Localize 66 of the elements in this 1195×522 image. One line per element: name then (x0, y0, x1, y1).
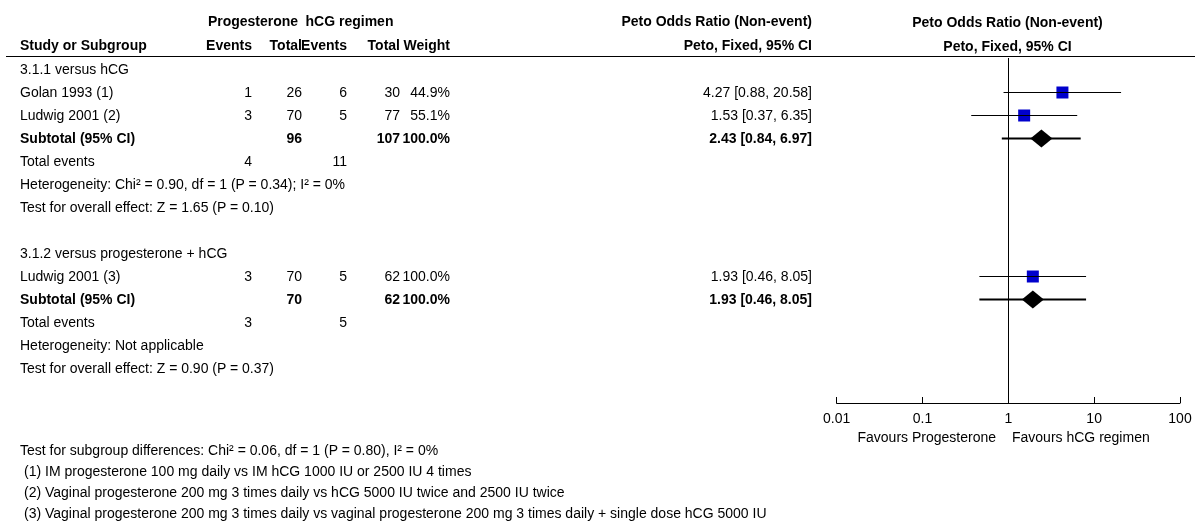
category-label: Heterogeneity: Not applicable (20, 337, 204, 353)
text: 3 (244, 314, 252, 330)
text: Study or Subgroup (20, 36, 147, 55)
text: 30 (384, 84, 400, 100)
text: 3 (244, 107, 252, 123)
text: 1.93 [0.46, 8.05] (709, 291, 812, 307)
x-tick-label: 10 (1086, 410, 1103, 426)
category-label: Heterogeneity: Chi² = 0.90, df = 1 (P = 0.34); I² = 0% (20, 176, 346, 192)
text: Test for subgroup differences: Chi² = 0.06, df = 1 (P = 0.80), I² = 0% (20, 441, 439, 460)
category-label: Peto, Fixed, 95% CI (683, 36, 812, 55)
text: 100.0% (402, 268, 450, 284)
text: 26 (286, 84, 302, 100)
chart-title: Peto Odds Ratio (Non-event) (912, 14, 1103, 30)
text: 62 (384, 291, 400, 307)
text: 96 (286, 130, 302, 146)
category-label: Test for overall effect: Z = 0.90 (P = 0.37) (20, 360, 274, 376)
text: Favours hCG regimen (1012, 429, 1150, 445)
text: Progesterone (206, 12, 300, 31)
text: 107 (376, 130, 400, 146)
text: 70 (286, 291, 302, 307)
text: (3) Vaginal progesterone 200 mg 3 times daily vs vaginal progesterone 200 mg 3 times daily + single dose hCG 5000 IU (24, 504, 767, 522)
text: 5 (339, 268, 347, 284)
text: 5 (339, 314, 347, 330)
category-label: Total (367, 36, 400, 55)
category-label: Golan 1993 (1) (20, 84, 114, 100)
category-label: Total (269, 36, 302, 55)
text: 2.43 [0.84, 6.97] (709, 130, 812, 146)
text: 62 (384, 268, 400, 284)
category-label: Ludwig 2001 (2) (20, 107, 121, 123)
text: 11 (332, 153, 347, 169)
x-tick-label: 0.01 (823, 410, 851, 426)
text: 100.0% (402, 291, 450, 307)
text: 44.9% (410, 84, 450, 100)
category-label: 3.1.2 versus progesterone + hCG (20, 245, 228, 261)
text: 70 (286, 268, 302, 284)
text: Favours Progesterone (857, 429, 997, 445)
category-label: Weight (403, 36, 450, 55)
category-label: Ludwig 2001 (3) (20, 268, 121, 284)
category-label: Events (206, 36, 252, 55)
category-label: Subtotal (95% CI) (20, 291, 136, 307)
text: Peto Odds Ratio (Non-event) (621, 12, 812, 31)
category-label: 3.1.1 versus hCG (20, 61, 129, 77)
text: 55.1% (410, 107, 450, 123)
text: 100.0% (402, 130, 450, 146)
x-tick-label: 100 (1168, 410, 1192, 426)
text: 5 (339, 107, 347, 123)
text: 6 (339, 84, 347, 100)
text: 4.27 [0.88, 20.58] (703, 84, 812, 100)
x-tick-label: 1 (1004, 410, 1013, 426)
text: 1.53 [0.37, 6.35] (710, 107, 812, 123)
category-label: Test for overall effect: Z = 1.65 (P = 0.10) (20, 199, 274, 215)
category-label: Subtotal (95% CI) (20, 130, 136, 146)
text: 1.93 [0.46, 8.05] (710, 268, 812, 284)
category-label: Events (301, 36, 347, 55)
text: (1) IM progesterone 100 mg daily vs IM hCG 1000 IU or 2500 IU 4 times (24, 462, 472, 481)
text: (2) Vaginal progesterone 200 mg 3 times daily vs hCG 5000 IU twice and 2500 IU twice (24, 483, 565, 502)
text: 3 (244, 268, 252, 284)
category-label: Total events (20, 314, 95, 330)
text: 4 (244, 153, 252, 169)
x-tick-label: 0.1 (912, 410, 933, 426)
text: 1 (244, 84, 252, 100)
text: hCG regimen (304, 12, 395, 31)
text: 77 (384, 107, 400, 123)
text: 70 (286, 107, 302, 123)
category-label: Total events (20, 153, 95, 169)
chart-subtitle: Peto, Fixed, 95% CI (943, 38, 1072, 54)
